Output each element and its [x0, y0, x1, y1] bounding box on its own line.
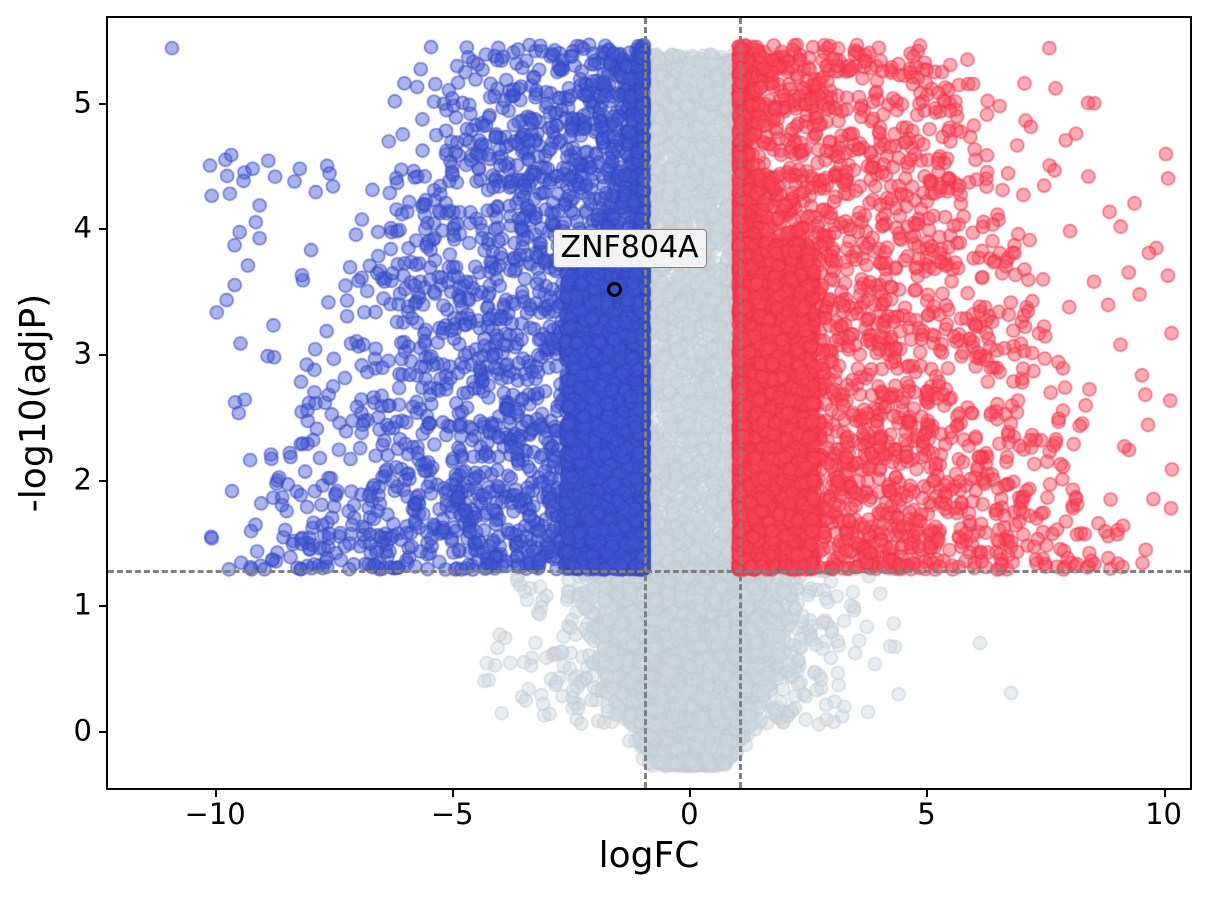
- x-tick-label: 10: [1145, 797, 1182, 831]
- y-tick-label: 1: [73, 587, 92, 622]
- y-tick-label: 3: [73, 336, 92, 371]
- y-axis-label: -log10(adjP): [13, 293, 54, 513]
- x-tick-label: 0: [680, 797, 699, 831]
- x-tick-label: −10: [184, 797, 246, 831]
- scatter-canvas: [108, 18, 1190, 788]
- y-tick-label: 4: [73, 210, 92, 245]
- x-tick-mark: [689, 790, 692, 797]
- x-tick-mark: [215, 790, 218, 797]
- y-tick-mark: [99, 730, 106, 733]
- x-tick-label: −5: [430, 797, 474, 831]
- y-tick-mark: [99, 228, 106, 231]
- y-tick-label: 5: [73, 85, 92, 120]
- y-tick-mark: [99, 102, 106, 105]
- logfc-threshold-line-left: [643, 18, 647, 788]
- x-axis-label: logFC: [598, 835, 700, 876]
- y-tick-mark: [99, 605, 106, 608]
- gene-annotation-marker: [606, 282, 622, 298]
- scatter-points-layer: [108, 18, 1190, 788]
- x-tick-mark: [452, 790, 455, 797]
- gene-annotation-label: ZNF804A: [552, 228, 707, 269]
- x-tick-mark: [1163, 790, 1166, 797]
- x-tick-label: 5: [917, 797, 936, 831]
- y-tick-label: 2: [73, 462, 92, 497]
- y-tick-mark: [99, 353, 106, 356]
- y-tick-label: 0: [73, 713, 92, 748]
- pvalue-threshold-line: [108, 569, 1190, 573]
- logfc-threshold-line-right: [738, 18, 742, 788]
- plot-area: [106, 16, 1192, 790]
- y-tick-mark: [99, 479, 106, 482]
- x-tick-mark: [926, 790, 929, 797]
